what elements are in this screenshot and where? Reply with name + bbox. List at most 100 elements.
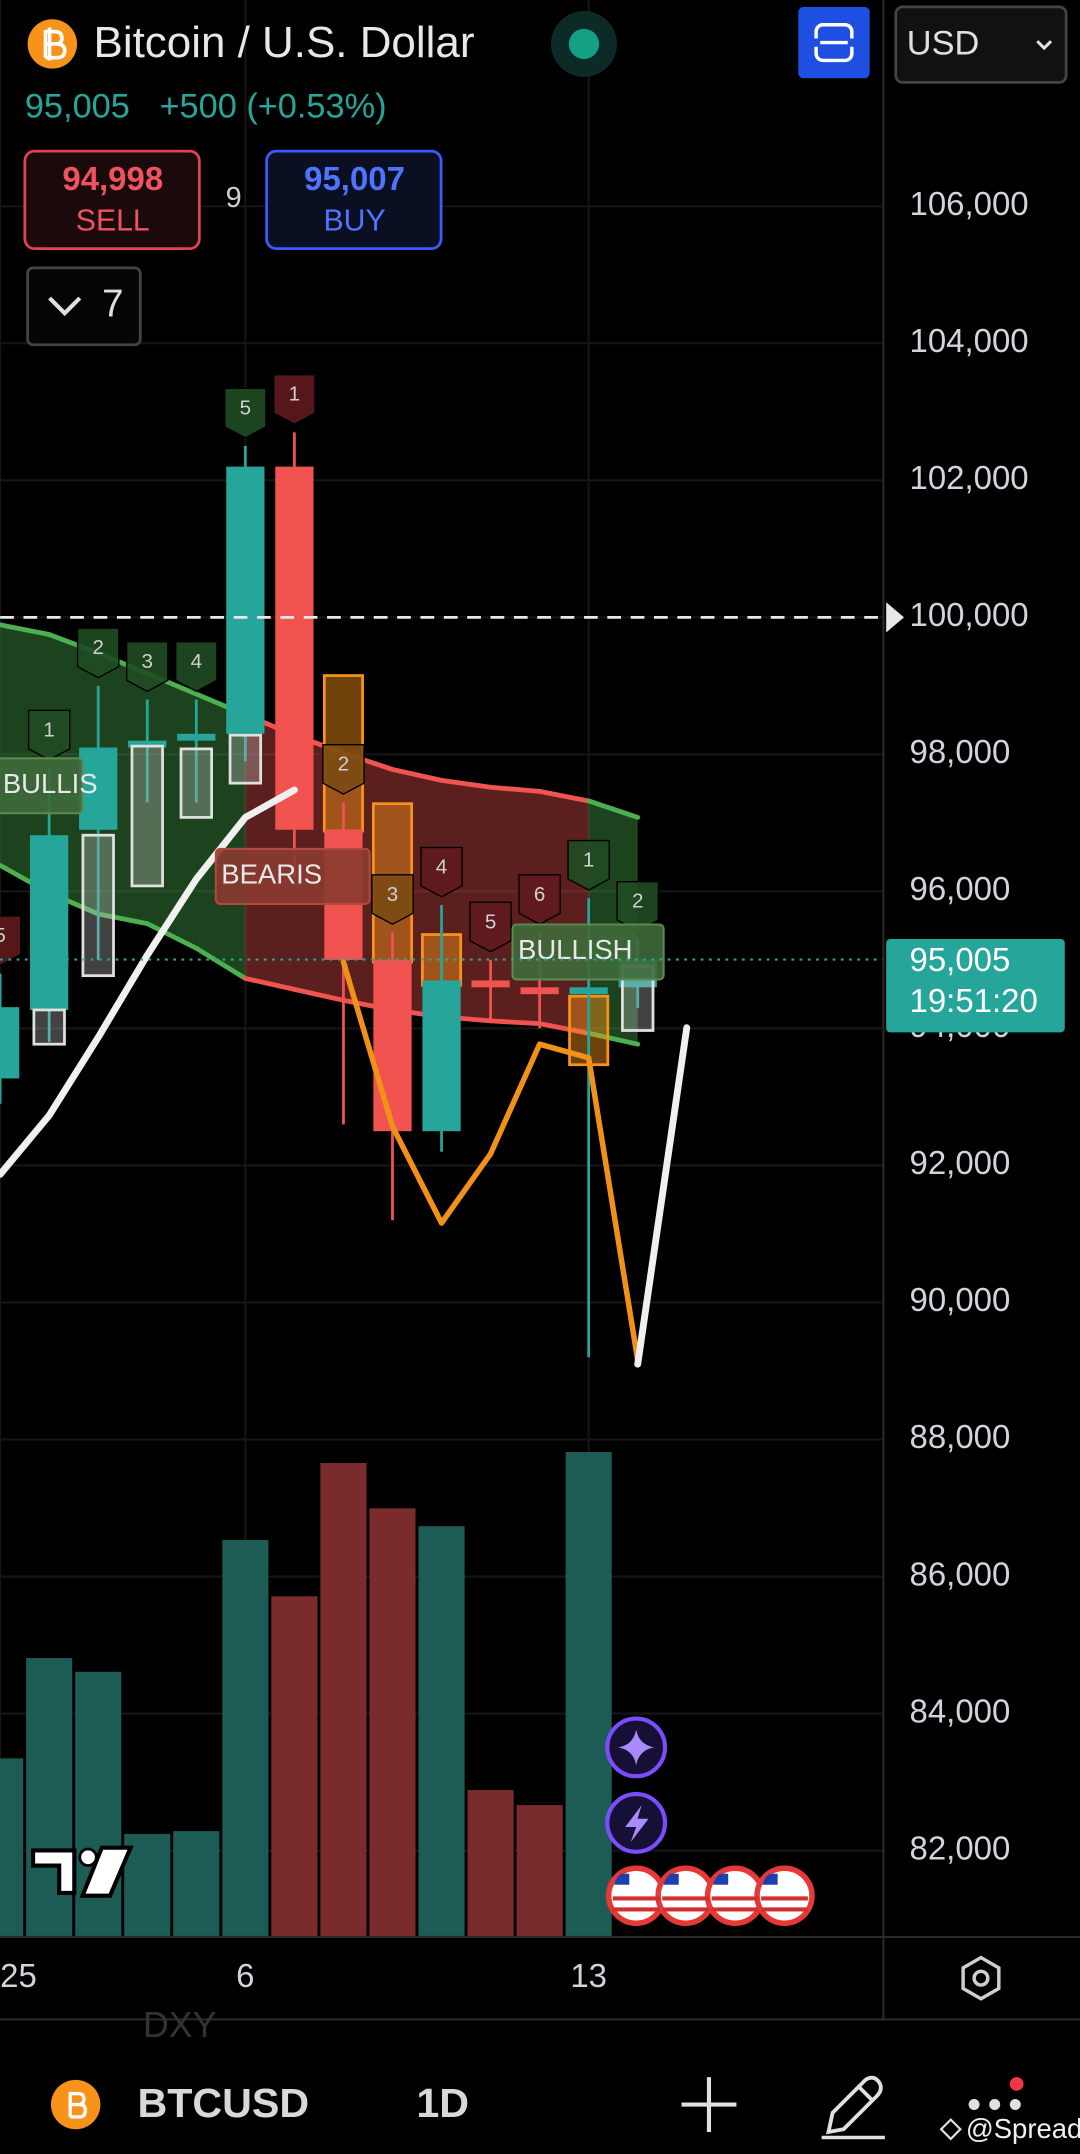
- count-label: 5: [240, 396, 251, 419]
- currency-label: USD: [907, 24, 979, 62]
- count-marker: [224, 387, 267, 439]
- news-glyph: [625, 1805, 649, 1843]
- footer-symbol[interactable]: BTCUSD: [137, 2080, 309, 2126]
- sell-price: 94,998: [62, 160, 163, 197]
- volume-bar: [26, 1658, 73, 1937]
- count-marker: [175, 641, 218, 693]
- current-price-label: 95,005: [910, 941, 1011, 978]
- zigzag-line: [340, 959, 641, 1363]
- y-tick-label: 82,000: [910, 1829, 1011, 1866]
- count-label: 2: [92, 636, 103, 659]
- settings-hex: [961, 1955, 1001, 2001]
- bitcoin-glyph: [43, 27, 67, 61]
- more-dot[interactable]: [1009, 2099, 1021, 2111]
- count-marker: [420, 846, 463, 898]
- count-label: 3: [387, 883, 398, 906]
- count-marker: [518, 874, 561, 926]
- band-lower-line: [193, 945, 248, 981]
- band-lower-line: [586, 1030, 641, 1047]
- signal-label: BEARIS: [221, 859, 322, 890]
- candle-body: [177, 733, 216, 741]
- footer-interval[interactable]: 1D: [416, 2080, 469, 2126]
- settings-dot: [972, 1969, 990, 1987]
- countdown-label: 19:51:20: [910, 982, 1038, 1019]
- signal-label: BULLISH: [518, 934, 633, 965]
- band-lower-line: [537, 1021, 592, 1036]
- y-tick-label: 92,000: [910, 1144, 1011, 1181]
- candle-body: [471, 980, 510, 988]
- us-flag-event[interactable]: [754, 1865, 815, 1926]
- volume-bar: [124, 1833, 171, 1937]
- volume-bar: [0, 1758, 24, 1937]
- symbol-title[interactable]: Bitcoin / U.S. Dollar: [94, 18, 475, 67]
- y-tick-label: 84,000: [910, 1692, 1011, 1729]
- count-marker: [76, 627, 120, 679]
- more-dot[interactable]: [968, 2099, 980, 2111]
- count-marker: [567, 839, 610, 891]
- band-lower-line: [144, 921, 199, 951]
- footer: DXY BTCUSD 1D @Spread: [0, 2005, 1080, 2154]
- signal-label: BULLIS: [3, 768, 98, 799]
- y-tick-label: 98,000: [910, 733, 1011, 770]
- count-label: 5: [0, 924, 6, 947]
- count-label: 4: [191, 650, 202, 673]
- watermark: @Spread: [966, 2113, 1080, 2144]
- count-label: 6: [534, 883, 545, 906]
- tradingview-logo: [31, 1845, 134, 1898]
- currency-chevron: [1036, 40, 1053, 51]
- band-lower-line: [95, 911, 150, 927]
- count-marker: [27, 709, 71, 761]
- volume-bar: [369, 1508, 416, 1937]
- volume-bar: [271, 1596, 318, 1937]
- signal-tag: [0, 757, 84, 815]
- band-upper-line: [537, 788, 592, 804]
- signal-tag: [511, 923, 665, 981]
- count-label: 3: [142, 650, 153, 673]
- hidden-pane-label: DXY: [143, 2005, 217, 2045]
- currency-select[interactable]: [894, 5, 1068, 84]
- add-button[interactable]: [681, 2077, 737, 2133]
- y-tick-label: 86,000: [910, 1555, 1011, 1592]
- candle-body: [275, 466, 314, 830]
- economic-events: [605, 1865, 815, 1926]
- moving-average-line: [0, 786, 298, 1178]
- ai-glyph: [618, 1729, 655, 1766]
- y-tick-label: 102,000: [910, 459, 1029, 496]
- candle-body: [569, 987, 608, 995]
- band-fill: [441, 780, 491, 1021]
- candle-body: [30, 835, 69, 1010]
- ha-box: [130, 744, 164, 888]
- candle-body: [373, 959, 412, 1132]
- band-upper-line: [488, 784, 543, 794]
- indicators-count: 7: [102, 282, 123, 325]
- band-lower-line: [488, 1018, 543, 1027]
- band-fill: [98, 652, 148, 924]
- buy-button[interactable]: [265, 149, 443, 251]
- count-label: 1: [43, 718, 54, 741]
- buy-price: 95,007: [304, 160, 405, 197]
- band-lower-line: [242, 976, 297, 992]
- event-icons: [605, 1716, 815, 1926]
- x-tick-label: 6: [236, 1957, 254, 1994]
- indicators-toggle[interactable]: [26, 266, 142, 347]
- sell-button[interactable]: [23, 149, 201, 251]
- count-label: 1: [583, 849, 594, 872]
- ha-box: [179, 747, 213, 819]
- count-label: 5: [485, 910, 496, 933]
- price-change: +500 (+0.53%): [159, 88, 386, 126]
- count-marker: [322, 743, 365, 795]
- sell-label: SELL: [76, 205, 150, 238]
- count-marker: [371, 874, 414, 926]
- more-dot[interactable]: [989, 2099, 1001, 2111]
- draw-button[interactable]: [825, 2075, 883, 2135]
- y-tick-label: 88,000: [910, 1418, 1011, 1455]
- ha-box: [32, 1008, 66, 1046]
- us-flag-event[interactable]: [605, 1865, 667, 1926]
- market-status-dot[interactable]: [568, 28, 600, 60]
- candle-body: [79, 747, 118, 830]
- logo-part: [31, 1848, 77, 1896]
- spread: 9: [226, 182, 242, 214]
- settings-icon[interactable]: [961, 1955, 1001, 2001]
